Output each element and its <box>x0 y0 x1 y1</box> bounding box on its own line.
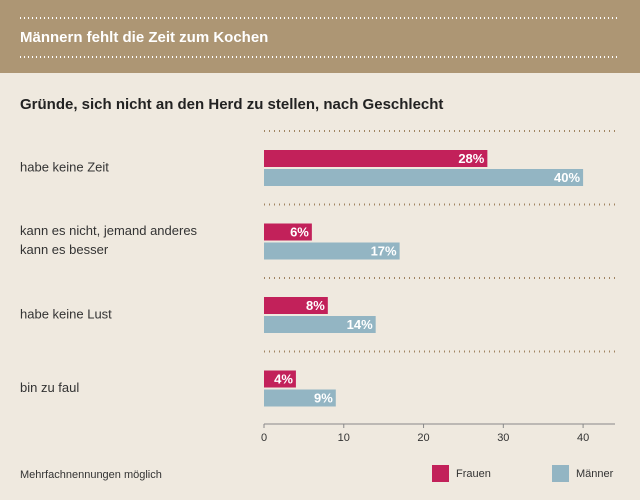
value-label: 40% <box>554 170 580 185</box>
category-line: kann es besser <box>20 242 109 257</box>
bar <box>264 242 400 260</box>
legend-swatch <box>432 465 449 482</box>
x-tick-label: 30 <box>497 432 509 444</box>
bar <box>264 370 296 388</box>
bar <box>264 297 328 314</box>
x-tick-label: 10 <box>338 432 350 444</box>
category-label: habe keine Zeit <box>20 159 109 174</box>
value-label: 8% <box>306 298 325 313</box>
category-line: kann es nicht, jemand anderes <box>20 223 198 238</box>
legend-label: Frauen <box>456 468 491 480</box>
value-label: 9% <box>314 390 333 405</box>
bar <box>264 150 488 167</box>
legend-label: Männer <box>576 468 614 480</box>
bar <box>264 169 584 186</box>
category-label: habe keine Lust <box>20 306 112 321</box>
value-label: 17% <box>371 243 397 258</box>
header-band <box>0 0 640 73</box>
bar <box>264 223 312 241</box>
value-label: 4% <box>274 371 293 386</box>
category-label: kann es nicht, jemand anderes kann es bes… <box>20 223 198 257</box>
note: Mehrfachnennungen möglich <box>20 469 162 481</box>
x-tick-label: 20 <box>417 432 429 444</box>
category-label: bin zu faul <box>20 380 79 395</box>
x-tick-label: 40 <box>577 432 589 444</box>
bar <box>264 316 376 333</box>
x-tick-label: 0 <box>261 432 267 444</box>
chart-title: Männern fehlt die Zeit zum Kochen <box>20 29 268 46</box>
value-label: 6% <box>290 224 309 239</box>
legend-swatch <box>552 465 569 482</box>
chart-subtitle: Gründe, sich nicht an den Herd zu stelle… <box>20 96 443 113</box>
bar <box>264 389 336 407</box>
value-label: 14% <box>347 317 373 332</box>
value-label: 28% <box>458 151 484 166</box>
